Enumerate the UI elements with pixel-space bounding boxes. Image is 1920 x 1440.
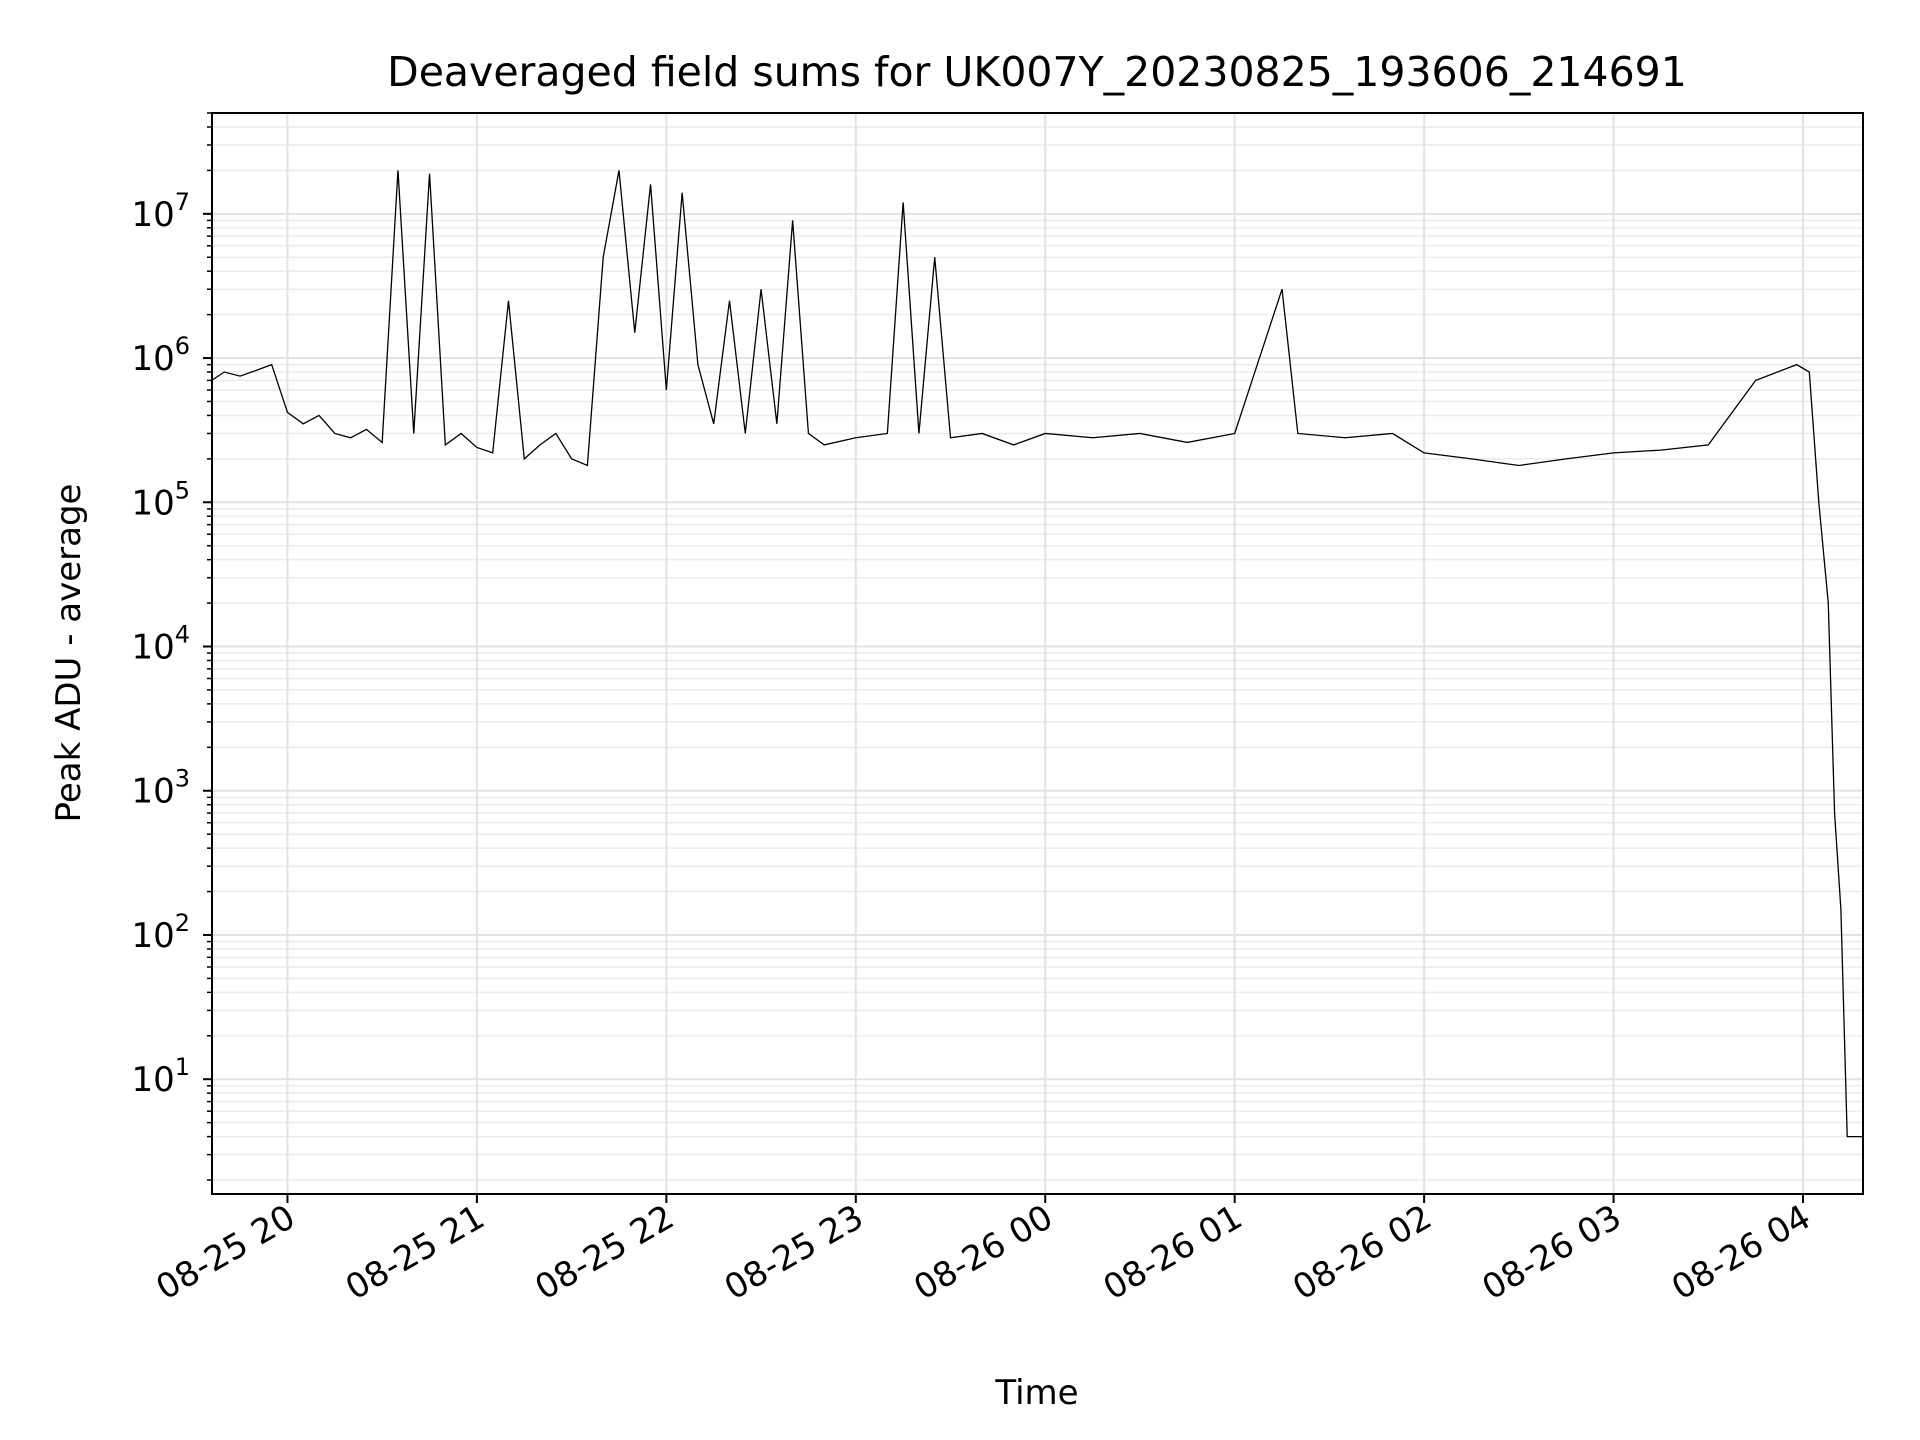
y-tick-label: 105 [131, 476, 190, 523]
y-tick-label: 101 [131, 1053, 190, 1100]
y-axis-ticks: 101 102 103 104 105 106 107 [131, 112, 212, 1181]
y-tick-label: 106 [131, 332, 190, 379]
minor-gridlines [212, 112, 1863, 1181]
y-tick-label: 104 [131, 621, 190, 668]
x-axis-label: Time [994, 1373, 1078, 1413]
y-axis-label: Peak ADU - average [49, 484, 89, 823]
y-tick-label: 107 [131, 188, 190, 235]
chart-title: Deaveraged field sums for UK007Y_2023082… [387, 48, 1687, 96]
series-line [211, 170, 1863, 1138]
y-tick-label: 102 [131, 909, 190, 956]
series-layer [211, 170, 1863, 1138]
y-tick-label: 103 [131, 765, 190, 812]
major-gridlines [212, 113, 1863, 1194]
